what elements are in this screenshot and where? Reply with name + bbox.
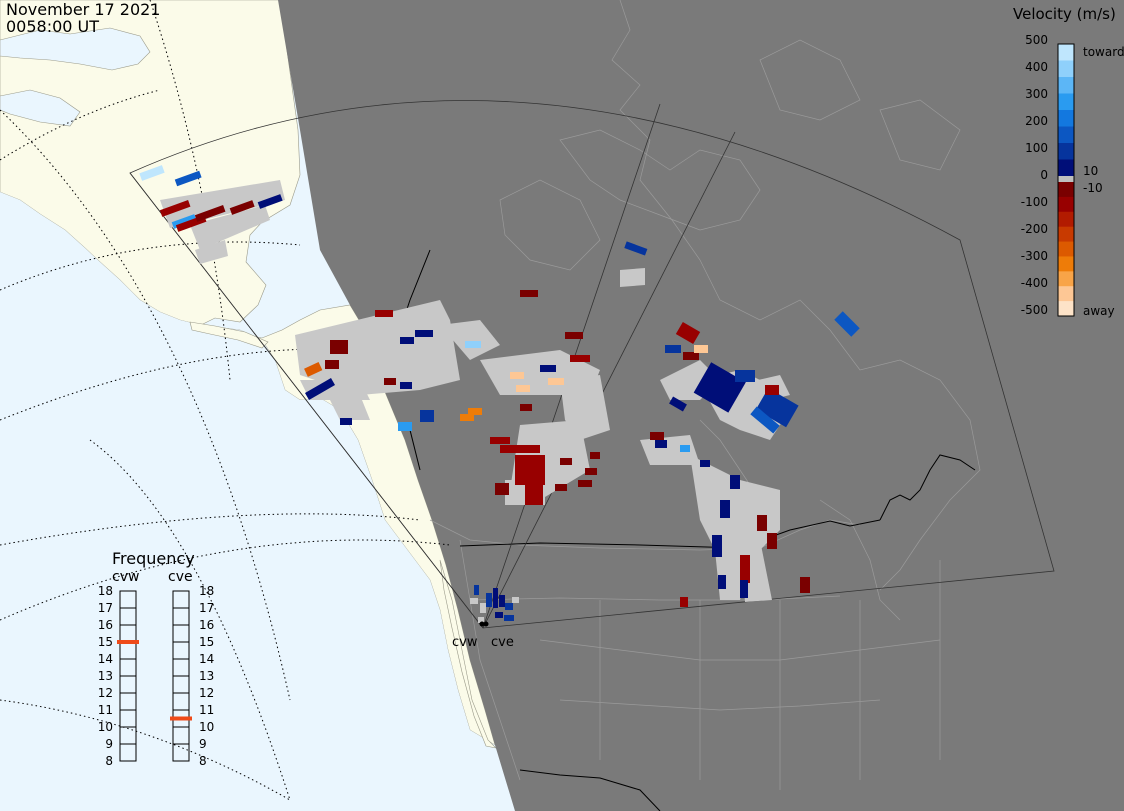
colorbar-tick: 100 (1025, 141, 1048, 155)
frequency-scale-label: 17 (97, 601, 113, 615)
frequency-scale-label: 13 (199, 669, 215, 683)
colorbar-swatch (1058, 196, 1074, 213)
colorbar-swatch (1058, 60, 1074, 78)
colorbar-tick: -100 (1020, 195, 1048, 209)
away-label: away (1083, 304, 1115, 318)
colorbar-swatch (1058, 241, 1074, 257)
colorbar-tick: -10 (1083, 181, 1103, 195)
map-site-label-cve: cve (491, 635, 514, 650)
colorbar-tick: 0 (1040, 168, 1048, 182)
colorbar-swatch (1058, 182, 1074, 198)
frequency-marker-cvw (117, 640, 139, 644)
frequency-scale-label: 18 (97, 584, 113, 598)
day-land-islands (0, 27, 151, 127)
date-label: November 17 2021 (6, 0, 161, 19)
colorbar-tick: -400 (1020, 276, 1048, 290)
velocity-echoes (139, 165, 860, 607)
colorbar-swatch (1058, 256, 1074, 272)
colorbar-tick: 200 (1025, 114, 1048, 128)
ground-scatter (160, 180, 790, 602)
frequency-scale-label: 11 (199, 703, 215, 717)
colorbar-tick: 400 (1025, 60, 1048, 74)
frequency-scale-label: 18 (199, 584, 215, 598)
near-radar-echoes (470, 585, 519, 623)
velocity-colorbar (1057, 43, 1075, 317)
colorbar-swatch (1058, 44, 1074, 61)
colorbar-swatch-zero (1058, 176, 1074, 182)
frequency-cell (119, 743, 137, 762)
colorbar-tick: -500 (1020, 303, 1048, 317)
frequency-scale-label: 12 (199, 686, 215, 700)
frequency-scale-label: 8 (105, 754, 113, 768)
frequency-cell (172, 743, 190, 762)
frequency-scale-label: 13 (97, 669, 113, 683)
frequency-scale-label: 14 (97, 652, 113, 666)
colorbar-swatch (1058, 159, 1074, 177)
frequency-scale-label: 10 (199, 720, 215, 734)
radar-label-cvw: cvw (112, 569, 140, 585)
colorbar-swatch (1058, 301, 1074, 317)
colorbar-swatch (1058, 211, 1074, 228)
radar-label-cve: cve (168, 569, 193, 585)
colorbar-tick: 10 (1083, 164, 1099, 178)
colorbar-tick: -200 (1020, 222, 1048, 236)
radar-site-cve (483, 621, 489, 627)
frequency-scale-label: 8 (199, 754, 207, 768)
frequency-scale-label: 9 (199, 737, 207, 751)
colorbar-tick: -300 (1020, 249, 1048, 263)
radar-site-cvw (479, 621, 485, 627)
time-label: 0058:00 UT (6, 17, 100, 36)
frequency-scale-label: 14 (199, 652, 215, 666)
colorbar-swatch (1058, 93, 1074, 111)
day-land-peninsula (0, 192, 515, 811)
frequency-scale-label: 15 (199, 635, 215, 649)
colorbar-tick: 300 (1025, 87, 1048, 101)
colorbar-tick: 500 (1025, 33, 1048, 47)
colorbar-swatch (1058, 126, 1074, 144)
frequency-scale-label: 17 (199, 601, 215, 615)
frequency-marker-cve (170, 716, 192, 721)
toward-label: toward (1083, 45, 1124, 59)
colorbar-outline (1057, 43, 1075, 317)
frequency-scale-label: 10 (97, 720, 113, 734)
frequency-scale-label: 16 (97, 618, 113, 632)
colorbar-swatch (1058, 286, 1074, 302)
frequency-scale-label: 11 (97, 703, 113, 717)
geo-grid (0, 0, 451, 801)
frequency-title: Frequency (112, 549, 195, 568)
frequency-scale-label: 15 (97, 635, 113, 649)
colorbar-swatch (1058, 77, 1074, 94)
colorbar-swatch (1058, 271, 1074, 287)
colorbar-swatch (1058, 110, 1074, 127)
frequency-scale-label: 12 (97, 686, 113, 700)
colorbar-swatch (1058, 143, 1074, 160)
map-site-label-cvw: cvw (452, 635, 478, 650)
frequency-scale-label: 9 (105, 737, 113, 751)
colorbar-swatch (1058, 226, 1074, 243)
day-coast-piece (189, 321, 269, 349)
frequency-scale-label: 16 (199, 618, 215, 632)
day-coast-piece-2 (439, 559, 497, 749)
colorbar-title: Velocity (m/s) (1013, 5, 1116, 23)
frequency-panels (117, 590, 192, 762)
